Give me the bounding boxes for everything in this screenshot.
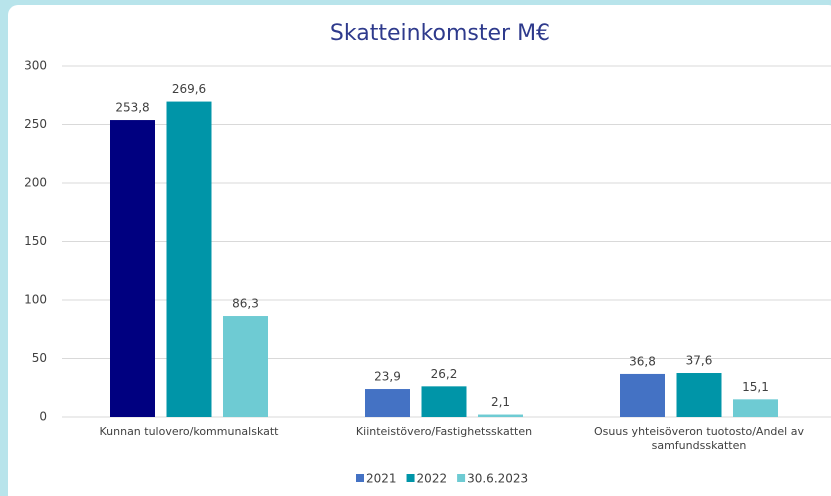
y-tick-label: 50	[32, 351, 47, 365]
legend-label: 30.6.2023	[467, 472, 528, 486]
bar	[166, 101, 212, 418]
x-label-box: Kiinteistövero/Fastighetsskatten	[355, 425, 533, 438]
x-tick-label: Osuus yhteisöveron tuotosto/Andel av sam…	[594, 425, 804, 452]
y-tick-label: 200	[24, 176, 47, 190]
x-tick-label: Kiinteistövero/Fastighetsskatten	[355, 425, 533, 438]
value-label: 2,1	[491, 395, 510, 409]
bar	[478, 414, 523, 417]
bar	[676, 373, 722, 417]
value-label: 26,2	[431, 367, 458, 381]
y-tick-label: 0	[39, 410, 47, 424]
panel	[8, 5, 831, 496]
x-label-box: Osuus yhteisöveron tuotosto/Andel av sam…	[594, 425, 804, 452]
y-tick-label: 250	[24, 117, 47, 131]
bar	[223, 316, 268, 417]
legend-label: 2022	[417, 472, 448, 486]
legend-swatch	[406, 474, 415, 482]
legend-swatch	[457, 474, 466, 482]
y-tick-label: 150	[24, 234, 47, 248]
value-label: 15,1	[742, 380, 769, 394]
y-tick-label: 300	[24, 59, 47, 73]
bar	[733, 399, 778, 417]
value-label: 36,8	[629, 354, 656, 368]
value-label: 253,8	[115, 101, 149, 115]
bar	[365, 389, 410, 417]
x-tick-label: Kunnan tulovero/kommunalskatt	[99, 425, 279, 438]
bar	[620, 373, 665, 417]
y-tick-label: 100	[24, 293, 47, 307]
value-label: 86,3	[232, 297, 259, 311]
bar	[421, 386, 467, 417]
legend-label: 2021	[366, 472, 397, 486]
bar	[110, 120, 155, 417]
x-label-box: Kunnan tulovero/kommunalskatt	[99, 425, 279, 438]
value-label: 37,6	[686, 354, 713, 368]
value-label: 23,9	[374, 370, 401, 384]
legend-swatch	[356, 474, 364, 482]
value-label: 269,6	[172, 82, 206, 96]
chart-title: Skatteinkomster M€	[330, 21, 550, 46]
